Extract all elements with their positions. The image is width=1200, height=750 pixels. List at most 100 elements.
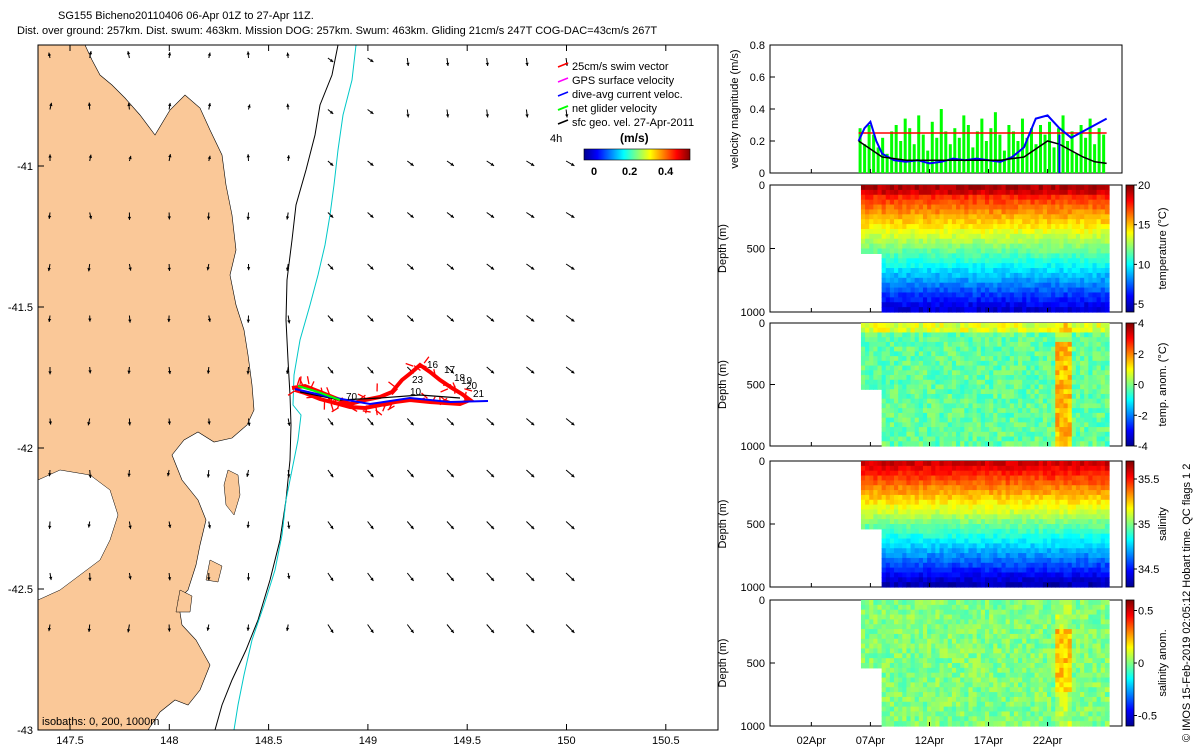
section-cell: [877, 209, 883, 215]
section-cell: [1013, 543, 1019, 549]
net-velocity-bar: [1038, 125, 1043, 173]
velocity-arrow: [167, 366, 172, 375]
section-cell: [947, 408, 953, 414]
section-cell: [1001, 214, 1007, 220]
velocity-arrow: [526, 624, 535, 634]
section-cell: [1005, 258, 1011, 264]
section-cell: [993, 341, 998, 348]
section-cell: [1051, 365, 1056, 371]
net-velocity-bar: [899, 141, 903, 173]
velocity-arrow: [128, 572, 132, 580]
velocity-arrow: [206, 263, 210, 271]
section-cell: [956, 393, 961, 400]
figure-title-line1: SG155 Bicheno20110406 06-Apr 01Z to 27-A…: [58, 10, 314, 22]
section-cell: [1100, 185, 1106, 191]
section-cell: [918, 504, 924, 511]
net-velocity-bar: [1093, 144, 1097, 173]
section-cell: [1067, 297, 1073, 303]
section-cell: [869, 494, 874, 501]
section-cell: [1100, 365, 1106, 371]
section-cell: [943, 509, 949, 515]
section-cell: [927, 238, 932, 245]
section-cell: [1051, 204, 1056, 211]
section-cell: [902, 533, 908, 540]
section-cell: [914, 436, 920, 442]
section-cell: [984, 258, 990, 264]
section-cell: [1026, 557, 1032, 564]
section-cell: [894, 370, 899, 376]
section-cell: [1071, 403, 1077, 409]
section-cell: [1051, 228, 1056, 235]
velocity-arrow: [526, 212, 535, 219]
section-cell: [869, 209, 874, 215]
track-label: 23: [412, 375, 424, 386]
section-cell: [889, 485, 895, 491]
section-cell: [935, 253, 941, 259]
section-cell: [1055, 219, 1060, 225]
section-cell: [993, 567, 998, 574]
section-cell: [902, 238, 908, 245]
section-cell: [1063, 412, 1069, 419]
section-cell: [885, 297, 891, 303]
section-y-tick-label: 500: [747, 244, 765, 256]
section-cell: [1009, 548, 1015, 554]
section-cell: [1088, 533, 1094, 540]
section-cell: [976, 327, 982, 334]
section-cell: [1009, 268, 1015, 274]
section-cell: [989, 323, 994, 329]
section-cell: [1063, 548, 1069, 554]
section-cell: [1071, 209, 1077, 215]
section-cell: [968, 480, 974, 486]
section-cell: [980, 557, 986, 564]
section-cell: [1080, 194, 1085, 201]
section-cell: [1042, 292, 1048, 298]
section-cell: [898, 351, 903, 357]
section-cell: [1080, 248, 1085, 254]
section-cell: [1046, 332, 1052, 338]
section-cell: [939, 524, 945, 530]
section-cell: [951, 268, 957, 274]
section-cell: [910, 533, 916, 540]
section-cell: [939, 268, 945, 274]
section-cell: [980, 494, 986, 501]
section-cell: [980, 524, 986, 530]
section-cell: [993, 470, 998, 477]
section-cell: [927, 470, 932, 477]
section-cell: [1084, 214, 1089, 220]
section-cell: [902, 412, 908, 419]
section-cell: [931, 389, 936, 395]
section-cell: [922, 524, 928, 530]
section-cell: [1018, 268, 1023, 274]
section-cell: [922, 398, 928, 405]
section-cell: [972, 567, 978, 574]
section-cell: [993, 389, 998, 395]
section-cell: [1026, 408, 1032, 414]
section-cell: [1051, 548, 1056, 554]
section-cell: [889, 528, 895, 535]
section-cell: [968, 189, 974, 196]
section-cell: [1030, 384, 1036, 390]
section-cell: [1071, 219, 1077, 225]
section-cell: [885, 422, 891, 428]
section-cell: [960, 431, 965, 438]
section-cell: [1071, 475, 1077, 481]
section-cell: [956, 297, 961, 303]
section-cell: [968, 268, 974, 274]
velocity-arrow: [327, 418, 334, 426]
section-cell: [865, 609, 870, 616]
section-cell: [1084, 412, 1089, 419]
velocity-arrow: [486, 212, 495, 219]
section-cell: [943, 332, 949, 338]
section-cell: [947, 379, 953, 386]
section-cell: [894, 277, 899, 284]
section-cell: [1100, 494, 1106, 501]
section-cell: [1030, 528, 1036, 535]
section-cell: [1030, 282, 1036, 289]
section-cell: [984, 427, 990, 433]
section-cell: [1001, 204, 1007, 211]
section-cell: [873, 248, 879, 254]
section-cell: [989, 514, 994, 520]
section-cell: [918, 470, 924, 477]
section-cell: [918, 209, 924, 215]
section-cell: [902, 332, 908, 338]
